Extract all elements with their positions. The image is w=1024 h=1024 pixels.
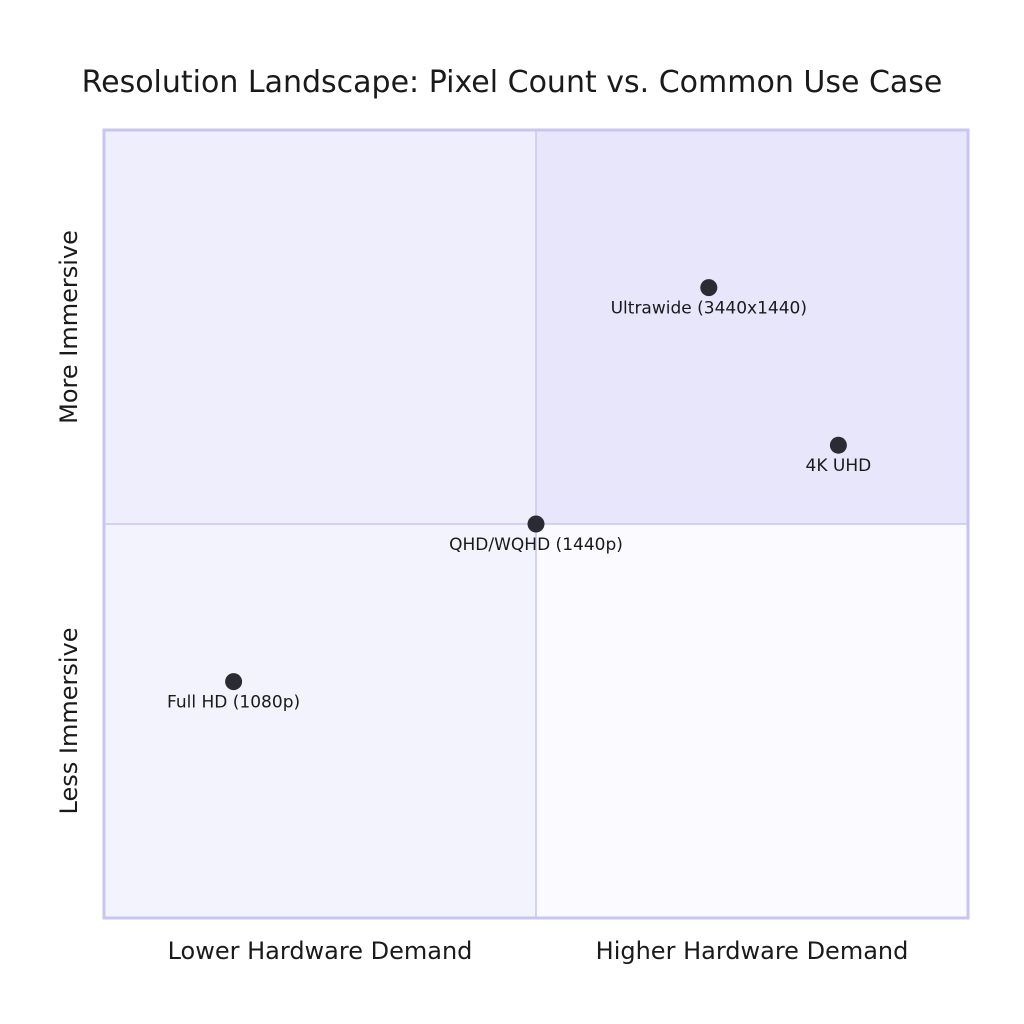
data-point-label: Ultrawide (3440x1440) <box>611 299 807 319</box>
chart-border <box>102 128 970 920</box>
data-point <box>527 515 545 533</box>
y-axis-low-label: Less Immersive <box>55 628 83 815</box>
data-point <box>829 436 847 454</box>
y-axis-high-label: More Immersive <box>55 230 83 424</box>
data-point <box>700 279 718 297</box>
x-axis-high-label: Higher Hardware Demand <box>596 937 909 965</box>
chart-title: Resolution Landscape: Pixel Count vs. Co… <box>82 65 943 100</box>
data-point-label: QHD/WQHD (1440p) <box>449 535 623 555</box>
points-layer: Ultrawide (3440x1440) 4K UHD QHD/WQHD (144… <box>167 279 872 713</box>
data-point-label: Full HD (1080p) <box>167 693 300 713</box>
quadrant-top-left <box>104 130 536 524</box>
x-axis-low-label: Lower Hardware Demand <box>168 937 473 965</box>
quadrant-top-right <box>536 130 968 524</box>
data-point-label: 4K UHD <box>806 456 872 476</box>
quadrant-bottom-left <box>104 524 536 918</box>
data-point <box>225 673 243 691</box>
quadrant-bottom-right <box>536 524 968 918</box>
